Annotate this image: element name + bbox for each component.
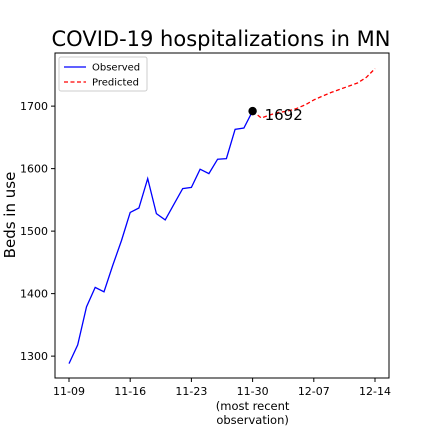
x-tick-label: 11-23 <box>175 385 207 398</box>
x-tick-label: 11-09 <box>53 385 85 398</box>
y-axis-label: Beds in use <box>1 172 19 259</box>
y-tick-label: 1700 <box>20 100 48 113</box>
y-tick-label: 1500 <box>20 225 48 238</box>
chart-title: COVID-19 hospitalizations in MN <box>52 27 391 51</box>
last-observation-label: 1692 <box>265 106 303 124</box>
legend-label-predicted: Predicted <box>92 78 139 89</box>
x-tick-label: 12-07 <box>298 385 330 398</box>
legend-label-observed: Observed <box>92 63 140 74</box>
y-tick-label: 1400 <box>20 288 48 301</box>
y-tick-label: 1600 <box>20 163 48 176</box>
legend: Observed Predicted <box>58 56 148 92</box>
x-tick-label: 12-14 <box>359 385 391 398</box>
x-tick-note-line: observation) <box>216 413 289 427</box>
x-tick-note-line: (most recent <box>216 399 290 413</box>
x-tick-label: 11-16 <box>114 385 146 398</box>
plot-frame <box>54 52 390 379</box>
series-line-observed <box>68 110 254 364</box>
series-line-predicted <box>252 68 376 119</box>
last-observation-marker <box>248 106 257 116</box>
x-tick-label: 11-30 <box>237 385 269 398</box>
y-tick-label: 1300 <box>20 350 48 363</box>
